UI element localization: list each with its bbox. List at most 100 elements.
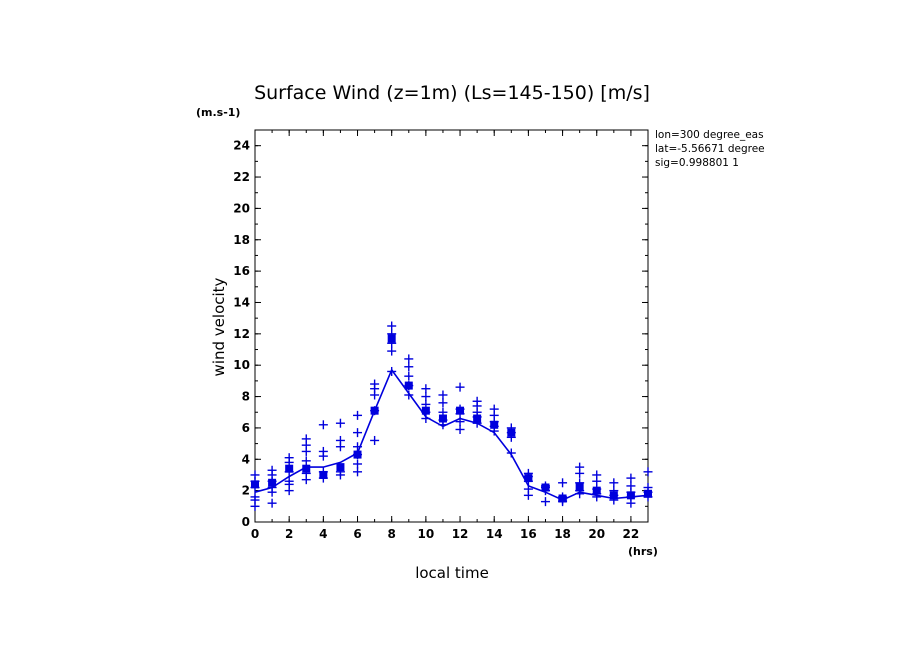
box-marker: [268, 478, 277, 487]
box-marker: [644, 489, 652, 498]
y-tick-label: 16: [233, 264, 250, 278]
y-tick-label: 8: [242, 390, 250, 404]
box-marker: [456, 406, 465, 415]
scatter-point: [558, 478, 568, 488]
scatter-point: [301, 446, 311, 456]
scatter-point: [353, 442, 363, 452]
scatter-point: [455, 382, 465, 392]
scatter-point: [284, 486, 294, 496]
scatter-point: [267, 487, 277, 497]
box-marker: [541, 483, 550, 492]
scatter-point: [335, 418, 345, 428]
box-marker: [387, 334, 396, 343]
y-tick-label: 10: [233, 358, 250, 372]
box-marker: [370, 406, 379, 415]
scatter-point: [523, 490, 533, 500]
scatter-point: [335, 442, 345, 452]
x-tick-label: 16: [520, 527, 537, 541]
box-marker: [251, 480, 259, 489]
scatter-point: [267, 498, 277, 508]
scatter-point: [387, 366, 397, 376]
y-tick-label: 22: [233, 170, 250, 184]
scatter-point: [353, 428, 363, 438]
y-tick-label: 6: [242, 421, 250, 435]
box-marker: [473, 414, 482, 423]
x-tick-label: 12: [452, 527, 469, 541]
scatter-point: [301, 456, 311, 466]
scatter-point: [353, 467, 363, 477]
y-unit-label: (m.s-1): [196, 106, 240, 119]
scatter-point: [438, 390, 448, 400]
box-marker: [507, 428, 516, 437]
scatter-point: [387, 321, 397, 331]
x-tick-label: 0: [251, 527, 259, 541]
data-marks: [250, 321, 653, 511]
scatter-point: [353, 410, 363, 420]
box-marker: [421, 406, 430, 415]
x-tick-label: 20: [588, 527, 605, 541]
box-marker: [285, 464, 294, 473]
x-unit-label: (hrs): [628, 545, 658, 558]
chart-title: Surface Wind (z=1m) (Ls=145-150) [m/s]: [254, 82, 650, 104]
x-tick-label: 8: [388, 527, 396, 541]
scatter-point: [455, 424, 465, 434]
x-tick-label: 2: [285, 527, 293, 541]
mean-series-line: [254, 368, 649, 501]
x-tick-label: 6: [353, 527, 361, 541]
scatter-point: [421, 384, 431, 394]
box-marker: [490, 420, 499, 429]
info-sig: sig=0.998801 1: [655, 157, 739, 169]
scatter-point: [353, 459, 363, 469]
scatter-point: [404, 371, 414, 381]
scatter-point: [404, 362, 414, 372]
scatter-point: [626, 498, 636, 508]
scatter-point: [370, 390, 380, 400]
x-tick-label: 10: [418, 527, 435, 541]
x-axis-label: local time: [415, 564, 489, 582]
scatter-point: [609, 478, 619, 488]
y-tick-label: 2: [242, 484, 250, 498]
box-marker: [626, 491, 635, 500]
y-tick-label: 0: [242, 515, 250, 529]
box-marker: [609, 491, 618, 500]
box-marker: [558, 494, 567, 503]
info-lon: lon=300 degree_eas: [655, 129, 764, 141]
scatter-point: [626, 473, 636, 483]
scatter-point: [575, 468, 585, 478]
scatter-point: [421, 414, 431, 424]
y-tick-label: 14: [233, 295, 250, 309]
scatter-point: [592, 476, 602, 486]
scatter-point: [506, 448, 516, 458]
info-lat: lat=-5.56671 degree: [655, 143, 765, 155]
scatter-point: [318, 420, 328, 430]
scatter-point: [387, 346, 397, 356]
box-marker: [404, 381, 413, 390]
box-marker: [438, 414, 447, 423]
scatter-point: [404, 354, 414, 364]
scatter-point: [404, 390, 414, 400]
scatter-point: [421, 392, 431, 402]
y-tick-label: 12: [233, 327, 250, 341]
x-tick-label: 14: [486, 527, 503, 541]
scatter-point: [370, 435, 380, 445]
x-tick-label: 18: [554, 527, 571, 541]
y-tick-label: 4: [242, 452, 250, 466]
y-tick-label: 24: [233, 139, 250, 153]
box-marker: [319, 470, 328, 479]
scatter-point: [438, 398, 448, 408]
box-marker: [336, 463, 345, 472]
scatter-point: [540, 497, 550, 507]
scatter-point: [318, 451, 328, 461]
box-marker: [302, 464, 311, 473]
x-tick-label: 4: [319, 527, 327, 541]
scatter-point: [250, 501, 260, 511]
scatter-point: [335, 470, 345, 480]
scatter-point: [301, 475, 311, 485]
x-tick-label: 22: [623, 527, 640, 541]
y-axis-label: wind velocity: [210, 277, 228, 376]
plot-frame: [254, 129, 649, 523]
y-tick-label: 20: [233, 201, 250, 215]
box-marker: [353, 450, 362, 459]
